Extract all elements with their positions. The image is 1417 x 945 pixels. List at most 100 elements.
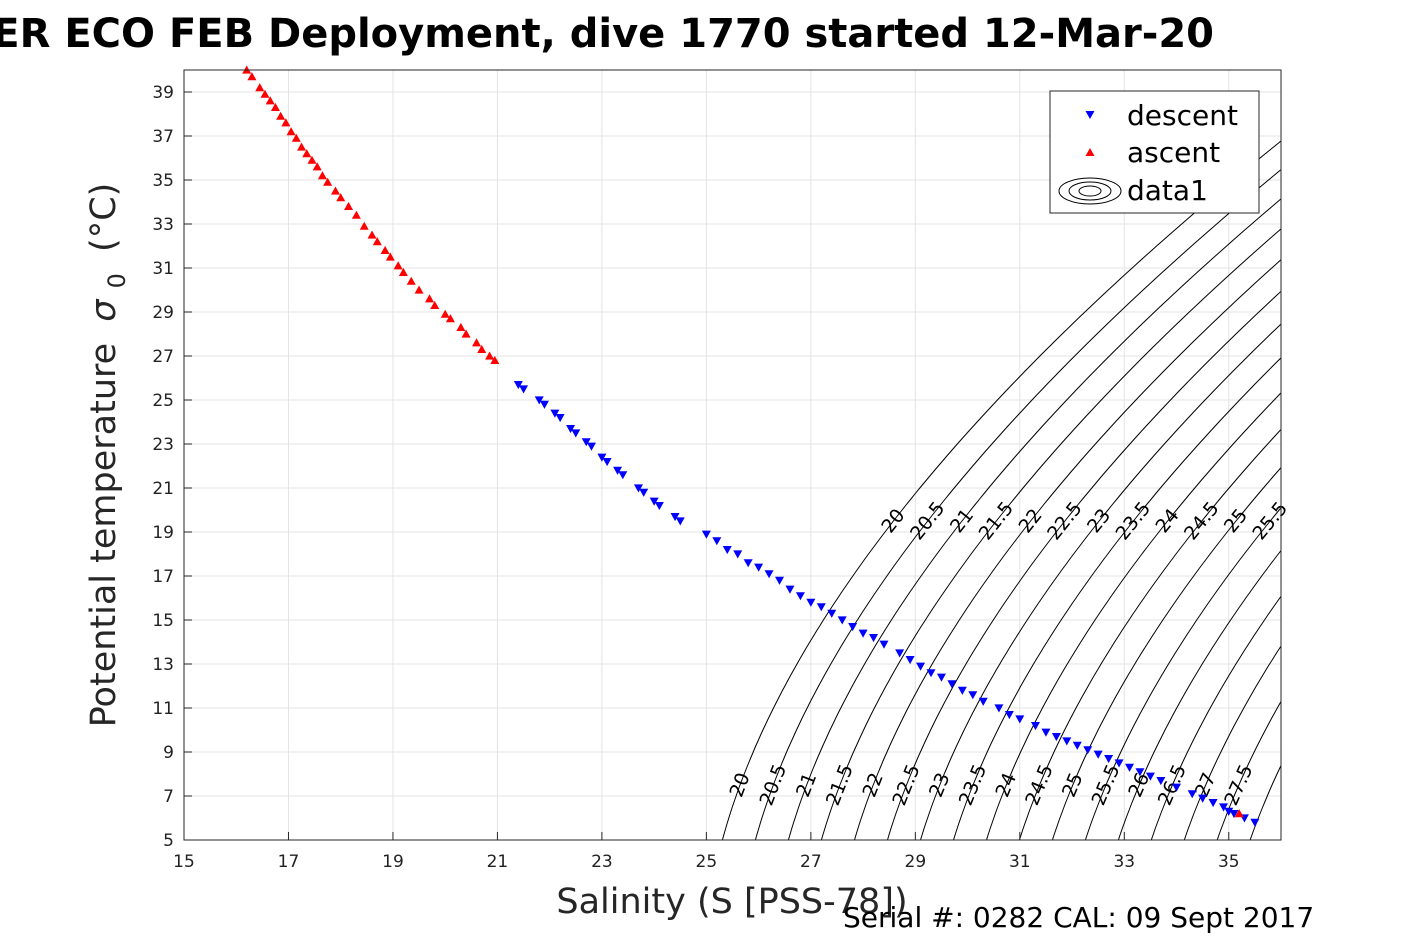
descent-point — [764, 570, 774, 579]
x-ticks: 15 17 19 21 23 25 27 29 31 33 35 — [173, 832, 1240, 872]
sigma0-contour — [721, 140, 1281, 840]
contour-label: 27.5 — [1220, 761, 1257, 809]
ascent-point — [461, 329, 471, 338]
ascent-point — [485, 351, 495, 360]
ascent-point — [330, 186, 340, 195]
contour-label: 24.5 — [1021, 761, 1058, 809]
x-tick-label: 27 — [800, 852, 822, 872]
x-tick-label: 31 — [1009, 852, 1031, 872]
descent-point — [1208, 799, 1218, 808]
y-axis-label-unit: (°C) — [84, 183, 124, 252]
descent-point — [1156, 777, 1166, 786]
ascent-point — [1234, 809, 1244, 818]
x-tick-label: 33 — [1113, 852, 1135, 872]
ascent-point — [472, 338, 482, 347]
ascent-point — [260, 89, 270, 98]
descent-point — [649, 497, 659, 506]
sigma0-contour — [953, 357, 1281, 840]
descent-point — [550, 409, 560, 418]
y-tick-label: 23 — [152, 435, 174, 455]
y-axis-label-symbol: σ — [84, 298, 124, 322]
x-axis-label: Salinity (S [PSS-78]) — [556, 882, 907, 922]
descent-point — [806, 598, 816, 607]
descent-point — [633, 484, 643, 493]
y-axis-label: Potential temperature σ 0 (°C) — [84, 183, 134, 728]
legend-contour-label: data1 — [1127, 174, 1208, 207]
y-tick-label: 11 — [152, 699, 174, 719]
descent-point — [858, 629, 868, 638]
legend: descent ascent data1 — [1049, 90, 1260, 214]
ascent-point — [445, 314, 455, 323]
descent-point — [654, 502, 664, 511]
ascent-point — [281, 118, 291, 127]
y-tick-label: 9 — [163, 743, 174, 763]
sigma0-contour — [1051, 466, 1281, 840]
sigma0-contour — [986, 392, 1281, 840]
sigma0-contour — [1216, 700, 1281, 840]
y-tick-label: 21 — [152, 479, 174, 499]
sigma0-contour — [1084, 507, 1281, 840]
descent-point — [1062, 737, 1072, 746]
y-tick-label: 33 — [152, 215, 174, 235]
ascent-point — [398, 267, 408, 276]
x-tick-label: 19 — [382, 852, 404, 872]
legend-descent-label: descent — [1127, 99, 1238, 132]
x-tick-label: 23 — [591, 852, 613, 872]
descent-point — [555, 414, 565, 423]
ascent-point — [440, 309, 450, 318]
y-tick-label: 19 — [152, 523, 174, 543]
descent-point — [566, 425, 576, 434]
sigma0-contour — [787, 198, 1281, 840]
ascent-point — [312, 162, 322, 171]
contour-label: 22.5 — [1043, 498, 1087, 545]
descent-point — [936, 673, 946, 682]
ascent-series — [242, 65, 1244, 818]
ascent-point — [477, 344, 487, 353]
descent-point — [1083, 746, 1093, 755]
descent-point — [879, 640, 889, 649]
sigma0-contour — [1018, 428, 1281, 840]
descent-point — [785, 585, 795, 594]
y-tick-label: 35 — [152, 171, 174, 191]
descent-point — [581, 438, 591, 447]
contour-label: 23.5 — [955, 761, 991, 809]
sigma0-contour — [1150, 595, 1281, 840]
descent-point — [639, 488, 649, 497]
descent-point — [1229, 810, 1239, 819]
sigma0-contour — [1249, 764, 1281, 840]
ascent-point — [317, 171, 327, 180]
descent-point — [712, 537, 722, 546]
ascent-point — [344, 201, 354, 210]
ascent-point — [336, 193, 346, 202]
sigma0-contour — [920, 323, 1281, 840]
y-tick-label: 13 — [152, 655, 174, 675]
descent-point — [947, 680, 957, 689]
ascent-point — [414, 285, 424, 294]
descent-point — [994, 704, 1004, 713]
x-tick-label: 35 — [1218, 852, 1240, 872]
descent-point — [534, 396, 544, 405]
descent-point — [675, 517, 685, 526]
descent-point — [1135, 768, 1145, 777]
descent-point — [968, 691, 978, 700]
descent-point — [926, 669, 936, 678]
descent-point — [827, 609, 837, 618]
ascent-point — [297, 142, 307, 151]
descent-point — [1114, 759, 1124, 768]
descent-point — [722, 546, 732, 555]
descent-point — [1072, 741, 1082, 750]
descent-point — [1051, 733, 1061, 742]
y-tick-label: 37 — [152, 127, 174, 147]
descent-point — [1015, 715, 1025, 724]
legend-descent-marker — [1085, 111, 1095, 119]
ascent-point — [490, 355, 500, 364]
descent-point — [1145, 772, 1155, 781]
descent-point — [602, 458, 612, 467]
descent-point — [1125, 763, 1135, 772]
legend-ascent-label: ascent — [1127, 136, 1220, 169]
ascent-point — [393, 261, 403, 270]
y-axis-label-sub: 0 — [103, 273, 131, 288]
y-tick-label: 7 — [163, 787, 174, 807]
x-tick-label: 25 — [696, 852, 718, 872]
x-tick-label: 15 — [173, 852, 195, 872]
